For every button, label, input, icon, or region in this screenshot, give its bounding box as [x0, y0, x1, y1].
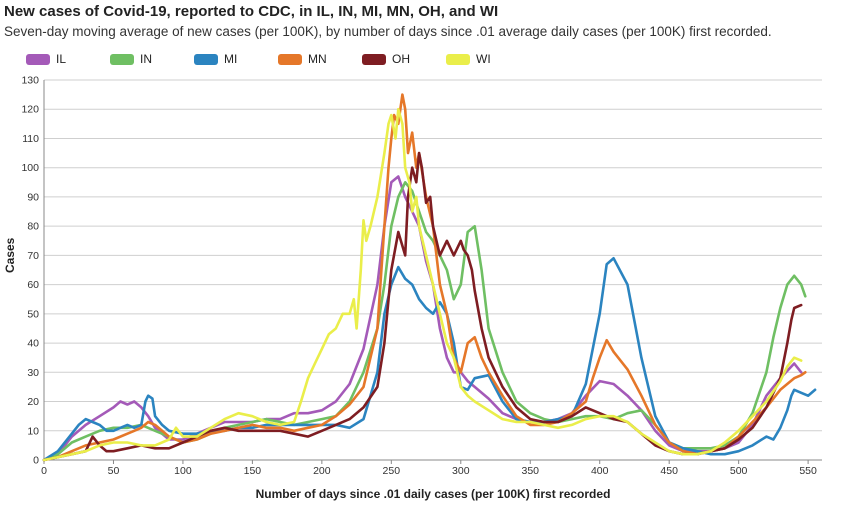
legend-item-wi[interactable]: WI	[446, 52, 491, 66]
y-tick-label-30: 30	[27, 367, 39, 379]
y-tick-label-10: 10	[27, 425, 39, 437]
y-tick-label-110: 110	[22, 133, 39, 145]
legend-label-il: IL	[56, 52, 67, 66]
y-tick-label-0: 0	[33, 455, 39, 467]
chart-title: New cases of Covid-19, reported to CDC, …	[4, 3, 499, 20]
legend-swatch-il	[26, 53, 50, 65]
legend-label-wi: WI	[476, 52, 491, 66]
x-tick-label-450: 450	[660, 465, 678, 477]
legend-label-mi: MI	[224, 52, 238, 66]
series-line-mn	[42, 93, 807, 462]
x-axis-label: Number of days since .01 daily cases (pe…	[255, 487, 611, 501]
y-tick-label-20: 20	[27, 396, 39, 408]
legend-swatch-in	[110, 53, 134, 65]
x-tick-label-50: 50	[108, 465, 120, 477]
legend-swatch-mi	[194, 53, 218, 65]
y-tick-label-120: 120	[21, 104, 39, 116]
y-tick-label-40: 40	[27, 338, 39, 350]
legend-item-in[interactable]: IN	[110, 52, 152, 66]
legend-swatch-oh	[362, 53, 386, 65]
x-tick-label-550: 550	[799, 465, 817, 477]
chart-subtitle: Seven-day moving average of new cases (p…	[4, 24, 772, 39]
legend-item-mi[interactable]: MI	[194, 52, 237, 66]
series-line-oh	[42, 151, 803, 462]
legend-item-oh[interactable]: OH	[362, 52, 410, 66]
y-tick-label-130: 130	[21, 75, 39, 87]
x-tick-label-500: 500	[730, 465, 748, 477]
y-tick-label-50: 50	[27, 308, 39, 320]
legend-swatch-wi	[446, 53, 470, 65]
legend-item-il[interactable]: IL	[26, 52, 66, 66]
x-tick-label-350: 350	[521, 465, 539, 477]
y-tick-label-70: 70	[27, 250, 39, 262]
x-tick-label-400: 400	[591, 465, 609, 477]
legend-label-oh: OH	[392, 52, 410, 66]
legend-label-in: IN	[140, 52, 152, 66]
y-tick-label-60: 60	[27, 279, 39, 291]
y-tick-label-80: 80	[27, 221, 39, 233]
legend-label-mn: MN	[308, 52, 327, 66]
x-tick-label-250: 250	[383, 465, 401, 477]
series-line-mi	[42, 256, 817, 462]
x-tick-label-150: 150	[244, 465, 262, 477]
y-tick-label-90: 90	[27, 191, 39, 203]
y-tick-label-100: 100	[21, 162, 39, 174]
series-line-wi	[42, 107, 803, 462]
legend-item-mn[interactable]: MN	[278, 52, 327, 66]
legend-swatch-mn	[278, 53, 302, 65]
x-tick-label-300: 300	[452, 465, 470, 477]
x-tick-label-200: 200	[313, 465, 331, 477]
x-tick-label-100: 100	[174, 465, 192, 477]
x-tick-label-0: 0	[41, 465, 47, 477]
